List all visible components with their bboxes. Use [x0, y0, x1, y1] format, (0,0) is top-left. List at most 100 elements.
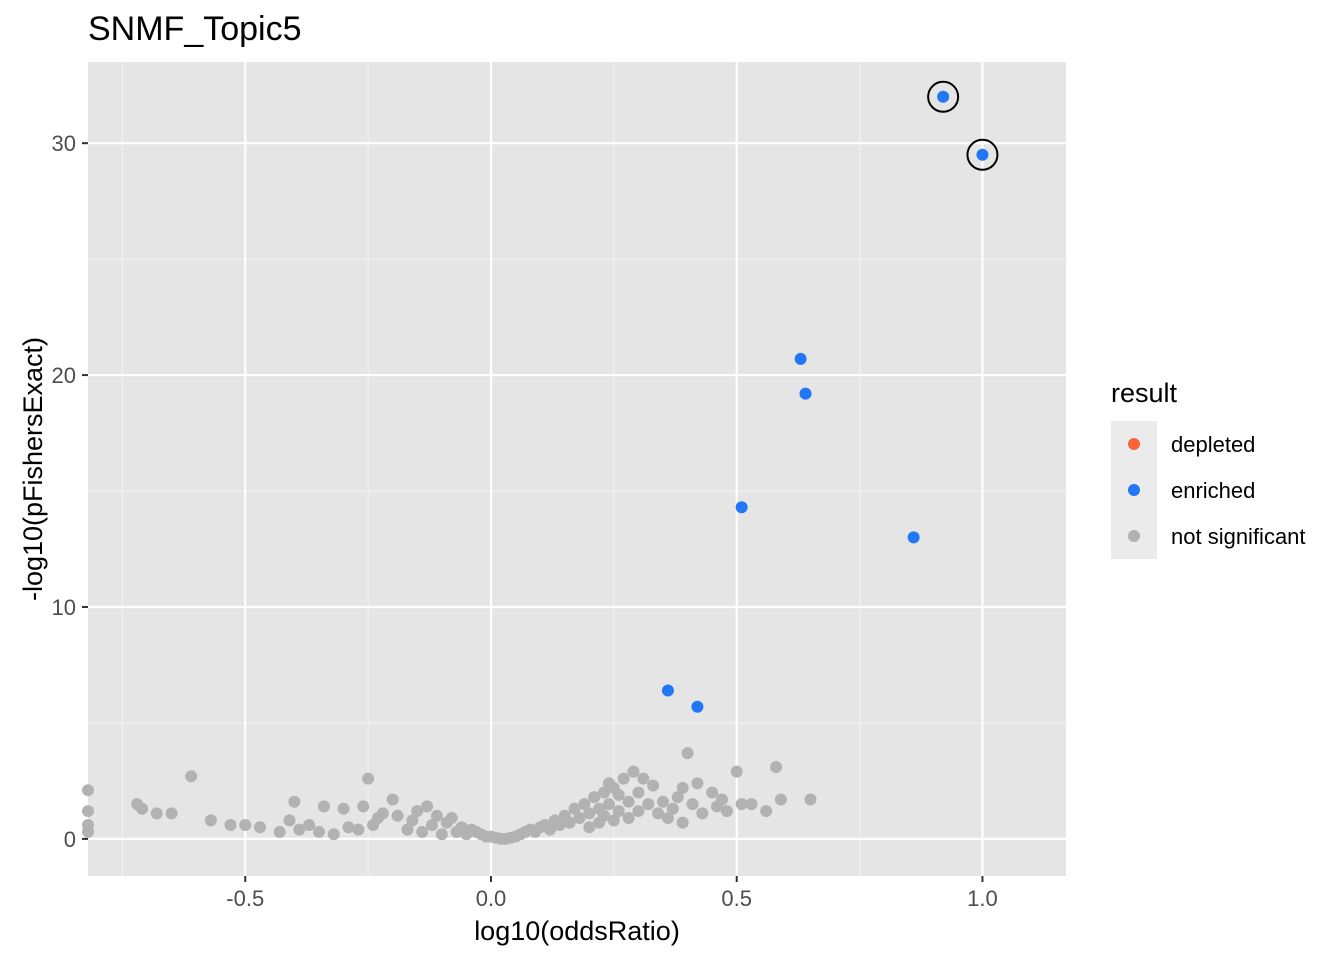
legend-swatch: [1128, 484, 1140, 496]
point-not-significant: [352, 823, 365, 836]
point-not-significant: [386, 793, 399, 806]
point-not-significant: [671, 791, 684, 804]
point-not-significant: [583, 807, 596, 820]
axes: -0.5 0.0 0.5 1.0 0 10 20 30: [52, 131, 998, 911]
y-tick-label: 0: [64, 827, 76, 852]
x-tick-label: 0.5: [721, 886, 752, 911]
point-enriched: [976, 148, 989, 161]
point-not-significant: [622, 812, 635, 825]
point-not-significant: [696, 807, 709, 820]
x-tick-label: 0.0: [476, 886, 507, 911]
point-not-significant: [676, 781, 689, 794]
point-not-significant: [681, 747, 694, 760]
point-not-significant: [303, 818, 316, 831]
point-not-significant: [598, 809, 611, 822]
y-axis-title: -log10(pFishersExact): [18, 337, 48, 601]
plot-panel: [88, 62, 1066, 876]
point-enriched: [794, 352, 807, 365]
highlight-ring: [927, 80, 960, 113]
point-not-significant: [362, 772, 375, 785]
point-not-significant: [283, 814, 296, 827]
point-not-significant: [342, 821, 355, 834]
point-not-significant: [622, 795, 635, 808]
point-not-significant: [401, 823, 414, 836]
legend-swatch: [1128, 530, 1140, 542]
point-not-significant: [568, 802, 581, 815]
point-not-significant: [543, 823, 556, 836]
point-not-significant: [612, 788, 625, 801]
point-not-significant: [337, 802, 350, 815]
point-not-significant: [706, 786, 719, 799]
point-not-significant: [720, 805, 733, 818]
point-not-significant: [293, 823, 306, 836]
point-not-significant: [583, 821, 596, 834]
point-enriched: [691, 700, 704, 713]
point-not-significant: [273, 825, 286, 838]
point-not-significant: [165, 807, 178, 820]
point-not-significant: [642, 798, 655, 811]
point-not-significant: [804, 793, 817, 806]
y-tick-label: 30: [52, 131, 76, 156]
point-not-significant: [627, 765, 640, 778]
point-not-significant: [598, 786, 611, 799]
point-not-significant: [657, 795, 670, 808]
x-tick-label: -0.5: [226, 886, 264, 911]
point-not-significant: [406, 814, 419, 827]
point-not-significant: [691, 777, 704, 790]
point-not-significant: [426, 818, 439, 831]
y-tick-label: 10: [52, 595, 76, 620]
point-not-significant: [416, 825, 429, 838]
point-not-significant: [239, 818, 252, 831]
point-not-significant: [666, 802, 679, 815]
point-not-significant: [357, 800, 370, 813]
point-not-significant: [288, 795, 301, 808]
point-not-significant: [652, 807, 665, 820]
point-not-significant: [686, 798, 699, 811]
point-not-significant: [563, 816, 576, 829]
point-not-significant: [391, 809, 404, 822]
point-enriched: [799, 387, 812, 400]
point-not-significant: [411, 805, 424, 818]
point-not-significant: [553, 818, 566, 831]
point-not-significant: [82, 805, 94, 818]
point-enriched: [735, 501, 748, 514]
point-not-significant: [602, 798, 615, 811]
point-not-significant: [745, 798, 758, 811]
point-not-significant: [760, 805, 773, 818]
legend: result depleted enriched not significant: [1111, 378, 1306, 559]
grid: [88, 62, 1066, 876]
point-not-significant: [185, 770, 198, 783]
point-not-significant: [612, 805, 625, 818]
point-not-significant: [573, 812, 586, 825]
point-not-significant: [445, 812, 458, 825]
point-not-significant: [327, 828, 340, 841]
data-points: [82, 80, 999, 845]
point-enriched: [907, 531, 920, 544]
point-not-significant: [254, 821, 267, 834]
legend-title: result: [1111, 378, 1178, 408]
legend-label: depleted: [1171, 432, 1255, 457]
point-not-significant: [730, 765, 743, 778]
point-not-significant: [430, 809, 443, 822]
point-not-significant: [82, 784, 94, 797]
highlight-ring: [966, 138, 999, 171]
point-not-significant: [647, 779, 660, 792]
point-not-significant: [770, 761, 783, 774]
point-not-significant: [82, 825, 94, 838]
point-not-significant: [150, 807, 163, 820]
point-not-significant: [312, 825, 325, 838]
point-not-significant: [676, 816, 689, 829]
x-tick-label: 1.0: [967, 886, 998, 911]
point-not-significant: [632, 786, 645, 799]
point-not-significant: [578, 798, 591, 811]
point-not-significant: [607, 814, 620, 827]
point-not-significant: [661, 812, 674, 825]
point-not-significant: [376, 807, 389, 820]
point-not-significant: [637, 772, 650, 785]
point-not-significant: [774, 793, 787, 806]
legend-label: not significant: [1171, 524, 1306, 549]
point-not-significant: [715, 793, 728, 806]
point-not-significant: [317, 800, 330, 813]
point-not-significant: [204, 814, 217, 827]
